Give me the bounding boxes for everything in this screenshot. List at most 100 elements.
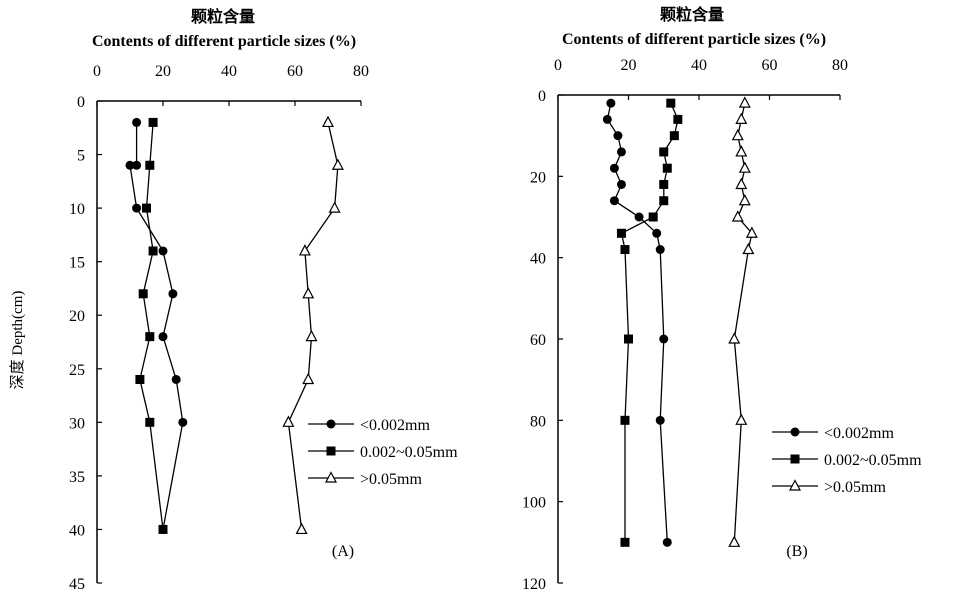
panel-a-series-1-point	[178, 417, 188, 427]
panel-b-x-tick-label: 20	[621, 57, 637, 74]
panel-b-series-2-point	[666, 98, 676, 108]
panel-b-legend-label: >0.05mm	[824, 479, 886, 496]
panel-a-x-tick-label: 80	[353, 63, 369, 80]
panel-a-legend-label: 0.002~0.05mm	[360, 444, 458, 461]
panel-a-series-1-point	[125, 160, 135, 170]
panel-b-x-tick-label: 80	[832, 57, 848, 74]
panel-a-x-tick-label: 20	[155, 63, 171, 80]
panel-b-label: (B)	[786, 543, 807, 560]
panel-a-legend-label: <0.002mm	[360, 417, 430, 434]
panel-b-series-3-point	[738, 96, 751, 108]
panel-b-y-tick-label: 0	[538, 88, 546, 105]
panel-b: 0 20 40 60 80 0 20 40 60 80 100 120 <0.002mm 0.002~0.…	[522, 57, 922, 593]
panel-a-series-3-point	[295, 522, 308, 535]
panel-a-series-3-point	[282, 415, 295, 427]
panel-b-series-3-point	[735, 145, 748, 157]
panel-a-series-3-point	[302, 287, 315, 299]
panel-a-title-en: Contents of different particle sizes (%)	[92, 33, 356, 50]
panel-a-y-tick-label: 0	[77, 94, 85, 111]
panel-a-x-tick-label: 60	[287, 63, 303, 80]
panel-a-y-tick-label: 35	[69, 469, 85, 486]
panel-b-series-3-point	[738, 161, 751, 173]
panel-a-series-3-point	[322, 115, 334, 128]
panel-a-legend-marker	[326, 419, 336, 429]
panel-a-x-tick-label: 40	[221, 63, 237, 80]
panel-a-series-2-point	[158, 524, 168, 534]
panel-a-y-tick-label: 5	[77, 148, 85, 165]
panel-a-x-tick-label: 0	[93, 63, 101, 80]
panel-b-series-2-point	[624, 334, 633, 344]
panel-a-y-tick-label: 25	[69, 362, 85, 379]
panel-b-series-1-point	[652, 228, 662, 238]
panel-b-x-tick-label: 40	[691, 57, 707, 74]
panel-a-series-3-point	[331, 158, 344, 170]
panel-b-series-1-point	[634, 212, 644, 222]
panel-a-series-1-point	[132, 203, 142, 213]
panel-a-y-tick-label: 10	[69, 201, 85, 218]
panel-a: 0 20 40 60 80 0 5 10 15 20 25 30 35 40 45 <0.002mm 0.002…	[69, 63, 458, 593]
panel-b-series-1-point	[602, 114, 612, 124]
panel-b-y-tick-label: 60	[530, 332, 546, 349]
panel-b-series-3-point	[731, 210, 744, 222]
panel-b-series-1-point	[659, 334, 669, 344]
panel-b-series-2-point	[620, 245, 630, 255]
panel-a-series-1-point	[132, 160, 142, 170]
panel-a-series-1-point	[158, 246, 168, 256]
panel-a-legend-marker	[326, 446, 336, 456]
panel-b-series-1-point	[616, 147, 626, 157]
panel-a-series-1-line	[129, 122, 184, 530]
panel-a-series-2-point	[138, 289, 148, 299]
panel-a-series-2-point	[145, 332, 155, 342]
panel-a-y-tick-label: 20	[69, 308, 85, 325]
panel-b-series-3-point	[731, 128, 744, 141]
panel-b-legend-marker	[789, 479, 801, 491]
panel-b-series-1-point	[609, 163, 619, 173]
panel-a-series-2-point	[145, 417, 155, 427]
panel-b-series-2-point	[662, 163, 672, 173]
panel-b-series-1-point	[613, 131, 623, 141]
panel-b-series-3-point	[738, 193, 751, 206]
panel-b-series-2-point	[659, 196, 669, 206]
panel-a-series-3-point	[298, 244, 311, 256]
panel-b-series-3-point	[728, 535, 741, 547]
panel-b-y-tick-label: 120	[522, 576, 546, 593]
panel-b-series-2-point	[616, 228, 626, 238]
panel-b-series-3-point	[735, 413, 748, 425]
panel-b-series-3-point	[745, 226, 758, 238]
panel-b-legend-marker	[790, 454, 800, 464]
panel-a-series-2-point	[148, 117, 158, 127]
panel-b-series-2-point	[673, 114, 683, 124]
panel-b-series-1-point	[662, 537, 672, 547]
panel-a-y-tick-label: 15	[69, 255, 85, 272]
panel-b-y-tick-label: 40	[530, 251, 546, 268]
panel-b-title-en: Contents of different particle sizes (%)	[562, 31, 826, 48]
panel-a-series-3-point	[328, 201, 341, 213]
panel-b-series-2-point	[620, 415, 630, 425]
panel-a-title-cn: 颗粒含量	[191, 7, 255, 26]
panel-a-label: (A)	[332, 543, 354, 560]
panel-b-series-3-point	[735, 112, 748, 125]
panel-b-legend-label: 0.002~0.05mm	[824, 452, 922, 469]
panel-b-series-2-point	[620, 537, 630, 547]
panel-a-series-3-point	[305, 329, 318, 342]
panel-b-series-1-point	[606, 98, 616, 108]
panel-b-series-2-point	[659, 179, 669, 189]
panel-a-series-1-point	[168, 289, 178, 299]
panel-b-series-2-point	[669, 131, 679, 141]
panel-a-y-tick-label: 40	[69, 522, 85, 539]
panel-a-legend-marker	[325, 471, 337, 483]
panel-a-y-tick-label: 45	[69, 576, 85, 593]
panel-b-series-2-point	[648, 212, 658, 222]
panel-a-series-1-point	[132, 117, 142, 127]
panel-b-series-3-point	[735, 177, 748, 190]
panel-b-series-1-point	[616, 179, 626, 189]
panel-b-series-1-point	[609, 196, 619, 206]
panel-a-series-2-point	[145, 160, 155, 170]
panel-a-series-2-line	[139, 122, 164, 530]
panel-b-legend-marker	[790, 427, 800, 437]
panel-a-series-2-point	[135, 374, 145, 384]
panel-a-series-2-point	[148, 246, 158, 256]
panel-a-y-tick-label: 30	[69, 415, 85, 432]
y-axis-label: 深度 Depth(cm)	[9, 291, 26, 390]
